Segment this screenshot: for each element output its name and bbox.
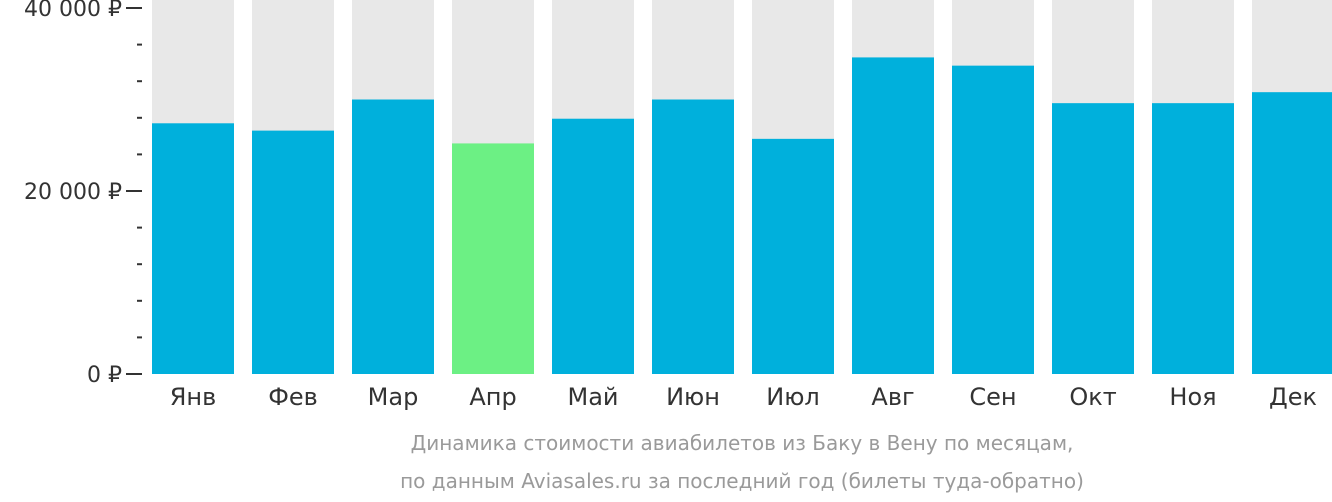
x-tick-label: Окт	[1069, 383, 1116, 411]
x-tick-label: Янв	[170, 383, 217, 411]
x-tick-label: Мар	[368, 383, 419, 411]
bar-11[interactable]	[1152, 103, 1234, 374]
bar-6[interactable]	[652, 99, 734, 375]
bar-8[interactable]	[852, 57, 934, 374]
bar-3[interactable]	[352, 99, 434, 375]
x-tick-label: Июл	[766, 383, 820, 411]
bar-12[interactable]	[1252, 92, 1332, 375]
bar-4[interactable]	[452, 143, 534, 374]
x-tick-label: Ноя	[1169, 383, 1216, 411]
x-tick-label: Июн	[666, 383, 720, 411]
bar-1[interactable]	[152, 123, 234, 374]
bar-10[interactable]	[1052, 103, 1134, 374]
bar-5[interactable]	[552, 118, 634, 374]
x-tick-label: Апр	[469, 383, 516, 411]
y-tick-label: 0 ₽	[87, 363, 122, 388]
x-tick-label: Авг	[871, 383, 914, 411]
x-tick-label: Май	[567, 383, 618, 411]
x-tick-label: Сен	[969, 383, 1016, 411]
caption-line-2: по данным Aviasales.ru за последний год …	[400, 469, 1084, 493]
bars	[152, 57, 1332, 375]
y-tick-label: 20 000 ₽	[24, 180, 122, 205]
caption-line-1: Динамика стоимости авиабилетов из Баку в…	[411, 431, 1074, 455]
x-axis-labels: Янв Фев Мар Апр Май Июн Июл Авг Сен Окт Ноя Дек	[170, 383, 1317, 411]
bar-2[interactable]	[252, 130, 334, 374]
x-tick-label: Фев	[268, 383, 318, 411]
x-tick-label: Дек	[1269, 383, 1317, 411]
y-axis: 0 ₽ 20 000 ₽ 40 000 ₽	[24, 0, 142, 388]
bar-7[interactable]	[752, 138, 834, 374]
y-tick-label: 40 000 ₽	[24, 0, 122, 22]
bar-9[interactable]	[952, 65, 1034, 375]
